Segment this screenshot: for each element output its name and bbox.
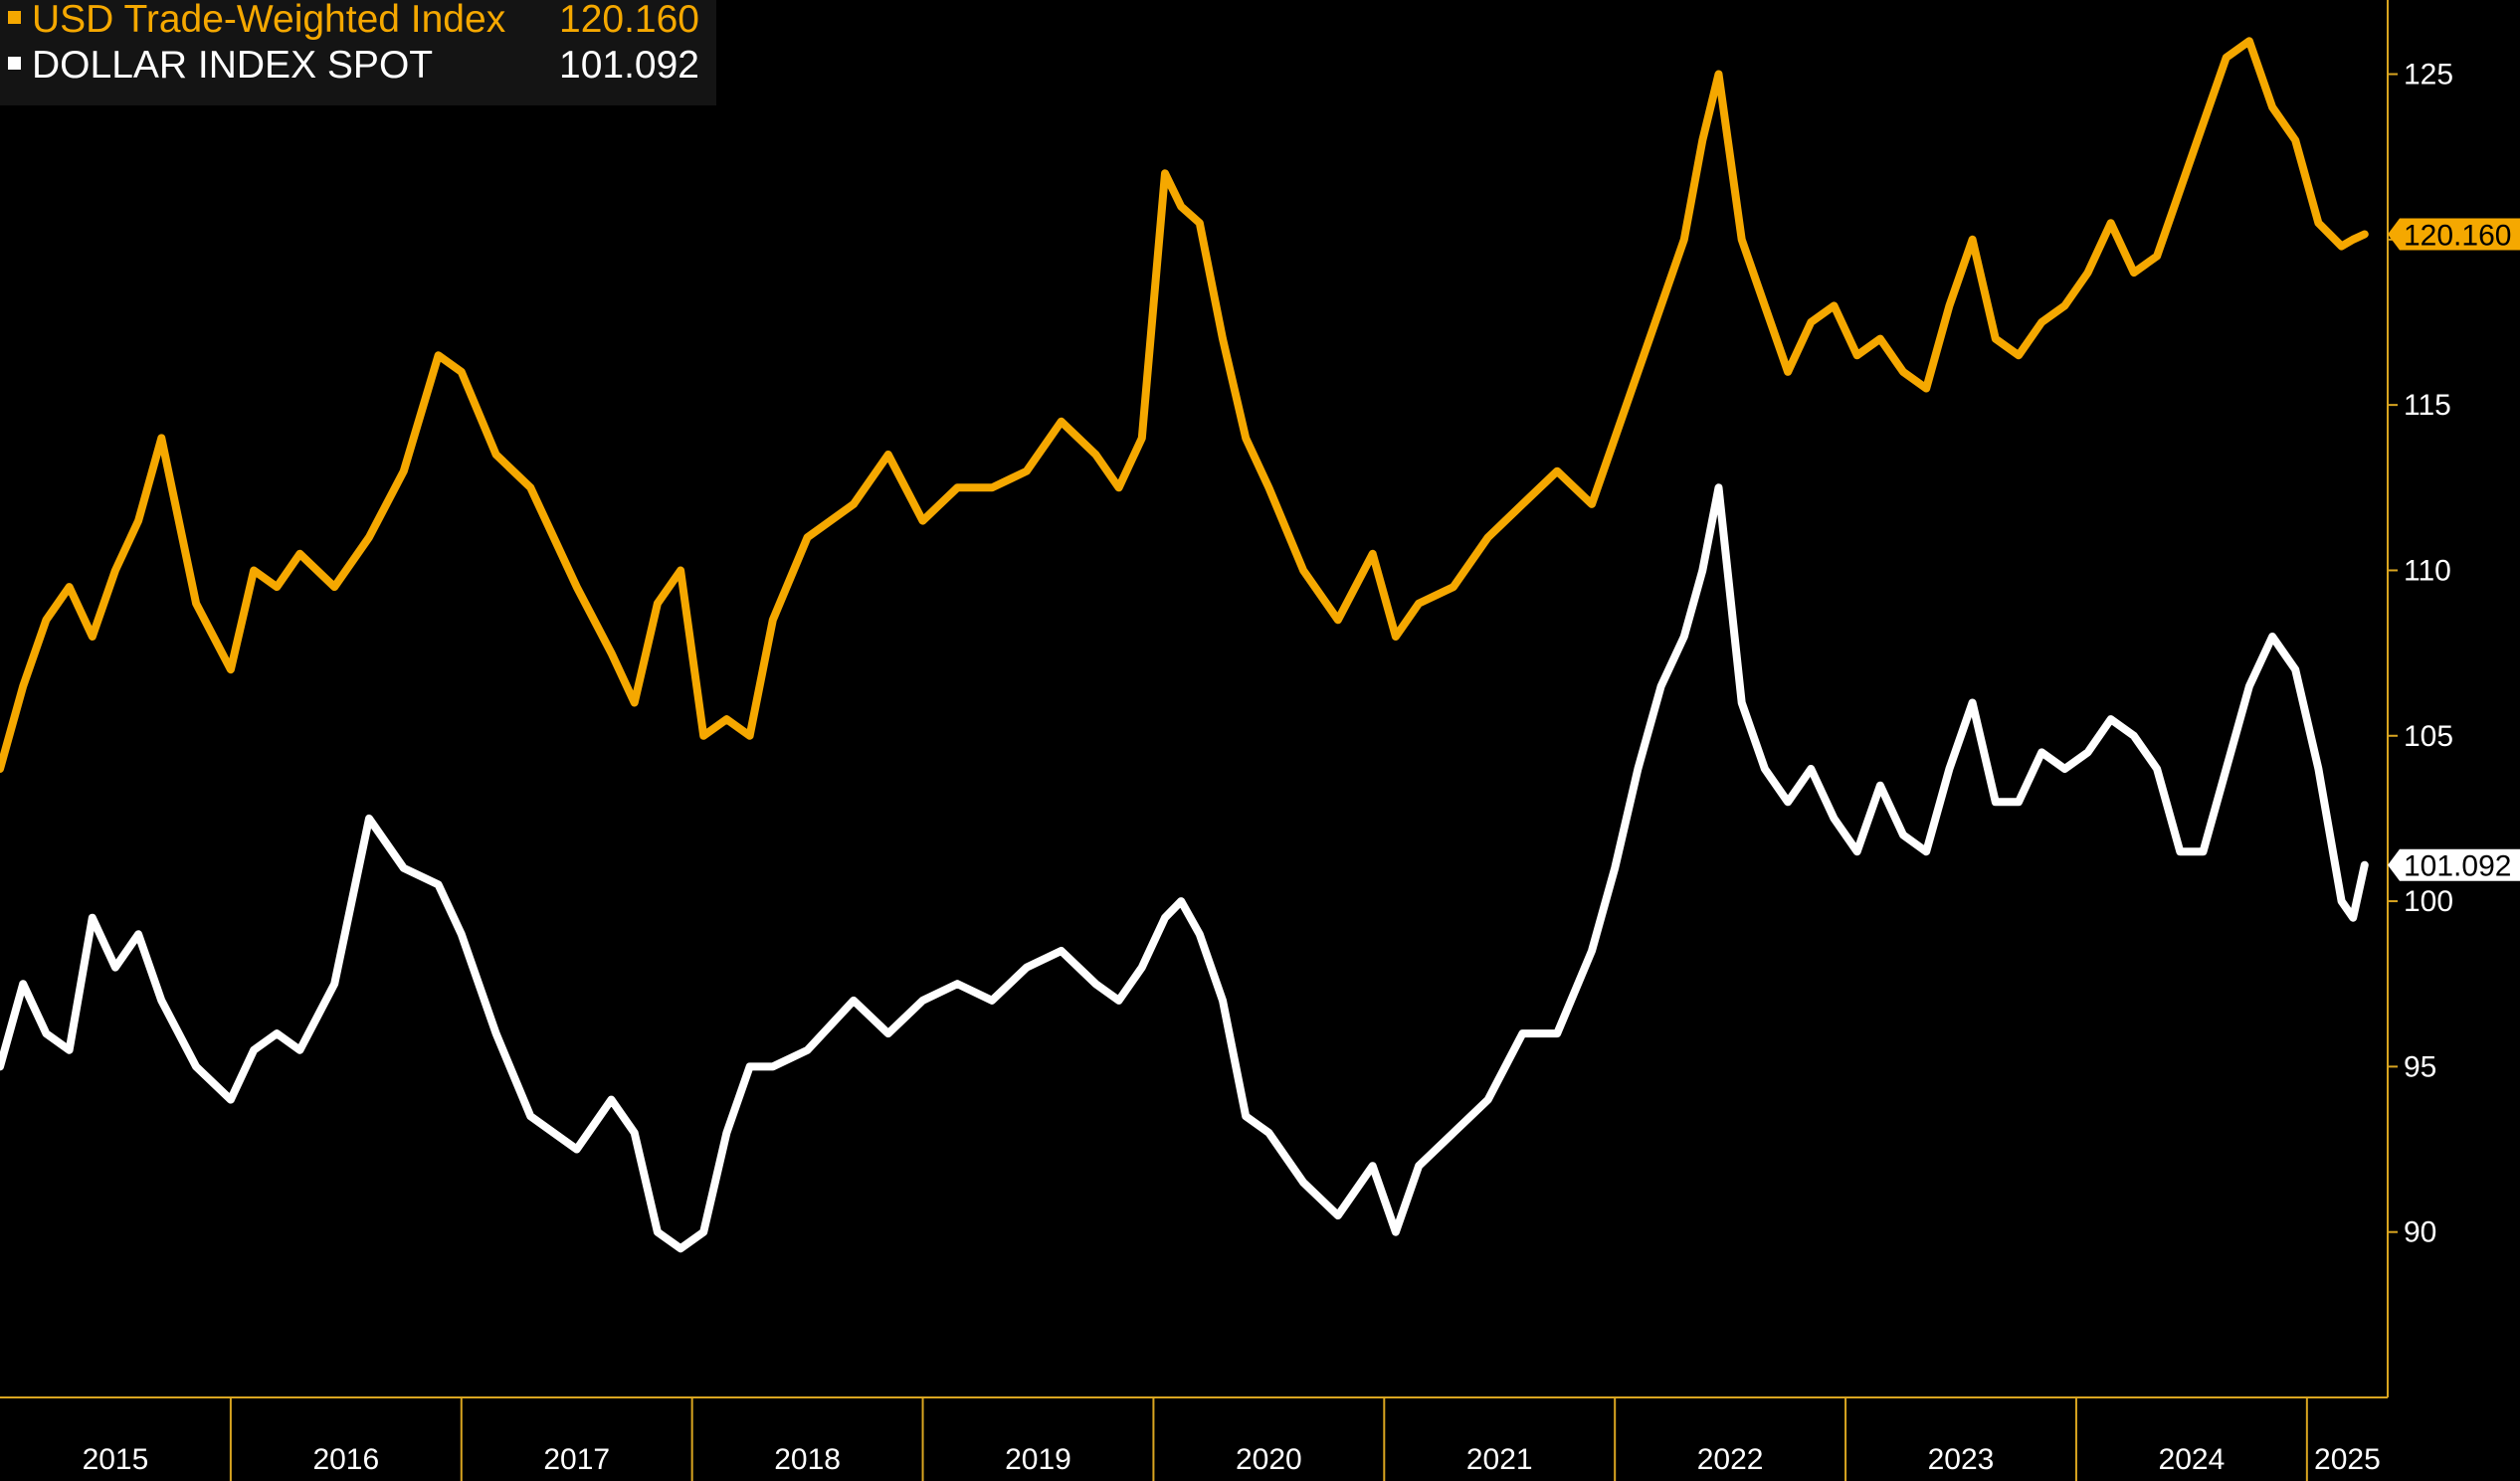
- y-tick-label: 105: [2404, 720, 2453, 753]
- x-tick-label: 2023: [1928, 1443, 1995, 1476]
- y-tick-label: 90: [2404, 1216, 2436, 1249]
- x-tick-label: 2015: [83, 1443, 149, 1476]
- x-tick-label: 2020: [1236, 1443, 1302, 1476]
- y-tick-label: 115: [2404, 389, 2451, 422]
- plot-lines: [0, 37, 2369, 1253]
- series-line-usd-trade-weighted-index: [0, 37, 2369, 773]
- x-tick-label: 2017: [543, 1443, 610, 1476]
- x-tick-label: 2019: [1005, 1443, 1071, 1476]
- legend-swatch-usd-trade-weighted: [8, 11, 21, 24]
- legend-value-dollar-index: 101.092: [559, 44, 699, 87]
- legend-value-usd-trade-weighted: 120.160: [559, 0, 699, 41]
- y-axis: 9095100105110115120125: [2387, 0, 2453, 1397]
- y-tick-label: 100: [2404, 885, 2453, 918]
- value-tag-usd-trade-weighted-index: [2388, 218, 2520, 251]
- y-tick-label: 125: [2404, 59, 2453, 92]
- series-line-dollar-index-spot: [0, 483, 2369, 1253]
- value-tags: 120.160 101.092: [2388, 218, 2520, 883]
- legend-swatch-dollar-index: [8, 57, 21, 70]
- x-tick-label: 2016: [312, 1443, 379, 1476]
- x-tick-label: 2018: [774, 1443, 841, 1476]
- value-tag-dollar-index-spot: [2388, 848, 2520, 881]
- x-tick-label: 2021: [1466, 1443, 1533, 1476]
- x-tick-label: 2024: [2159, 1443, 2226, 1476]
- value-tag-label-usd-trade-weighted-index: 120.160: [2404, 220, 2511, 253]
- x-tick-label: 2025: [2314, 1443, 2381, 1476]
- x-axis: 2015 2016 2017 2018 2019 2020 2021 2022 2023 2024…: [0, 1396, 2388, 1481]
- y-tick-label: 95: [2404, 1050, 2436, 1083]
- legend-label-dollar-index: DOLLAR INDEX SPOT: [32, 44, 433, 87]
- legend: USD Trade-Weighted Index 120.160 DOLLAR …: [0, 0, 716, 105]
- legend-background: [0, 0, 716, 105]
- y-tick-label: 110: [2404, 554, 2451, 587]
- value-tag-label-dollar-index-spot: 101.092: [2404, 850, 2511, 883]
- legend-label-usd-trade-weighted: USD Trade-Weighted Index: [32, 0, 506, 41]
- x-tick-label: 2022: [1697, 1443, 1764, 1476]
